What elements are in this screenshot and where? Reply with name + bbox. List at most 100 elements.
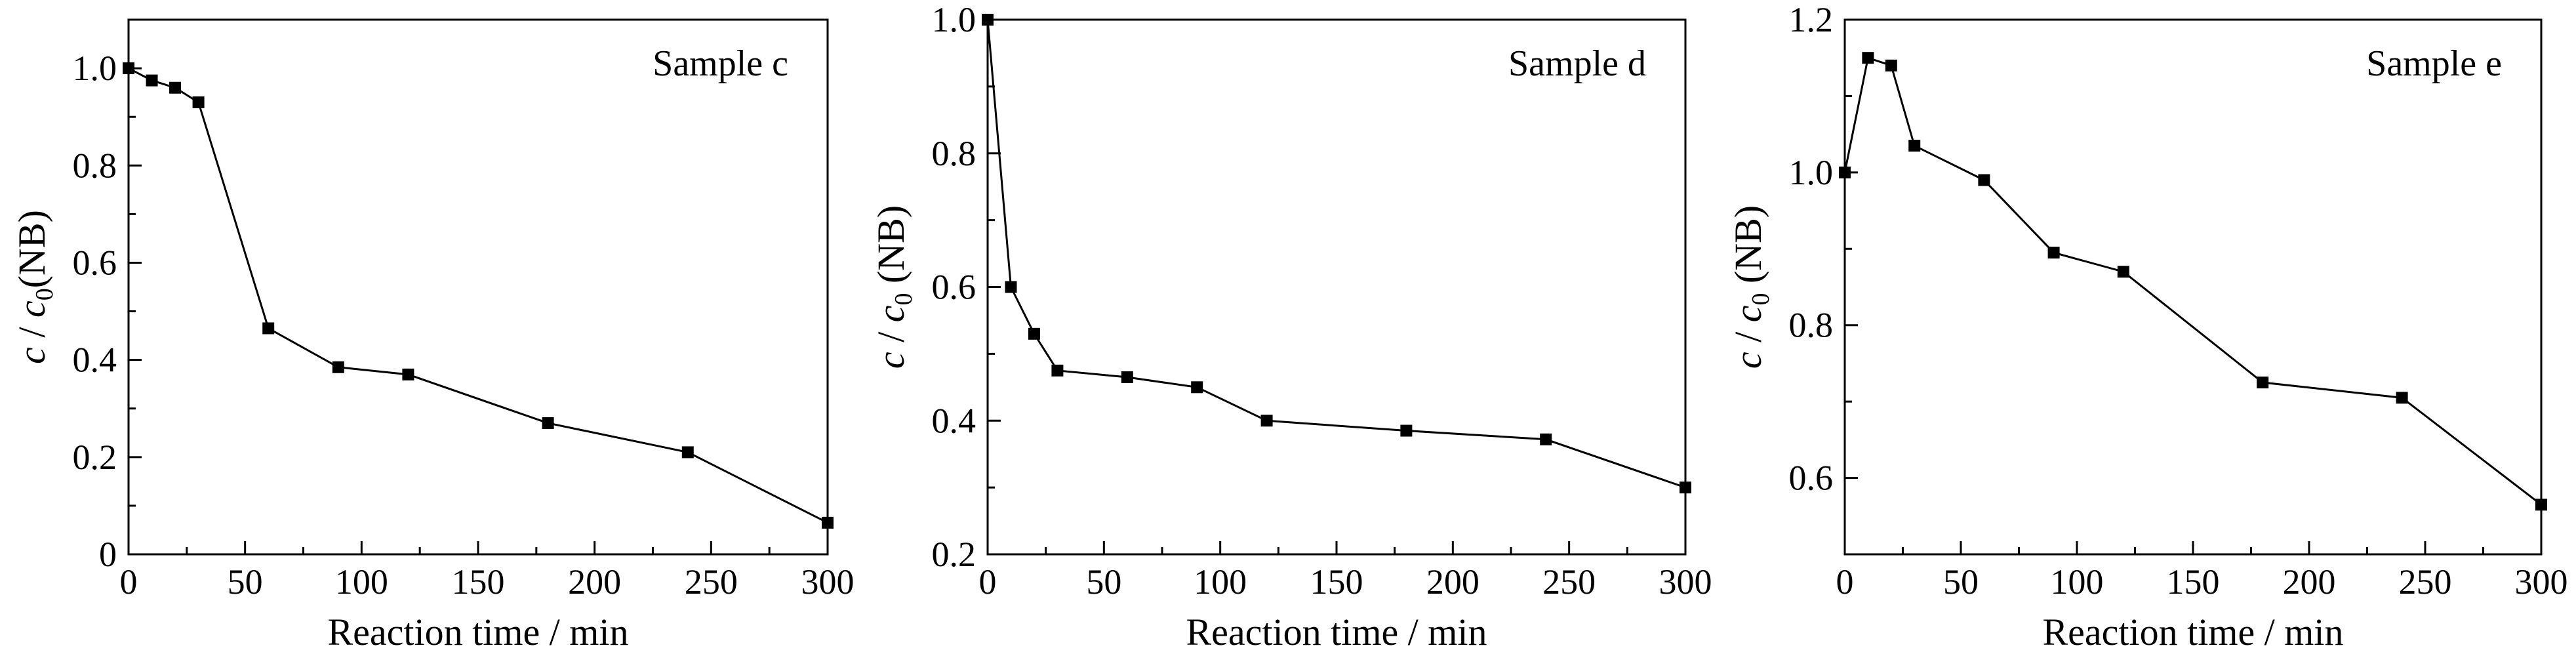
- y-axis-label-c: c: [10, 347, 53, 364]
- y-axis-label-slash: /: [10, 318, 53, 347]
- x-axis-label: Reaction time / min: [1186, 611, 1487, 653]
- x-tick-label: 200: [1426, 562, 1479, 602]
- y-axis-label-subscript: 0: [1747, 293, 1775, 306]
- x-tick-label: 300: [801, 562, 855, 602]
- y-tick-label: 1.0: [932, 0, 976, 39]
- y-tick-label: 0.4: [932, 401, 976, 440]
- data-point: [1862, 52, 1874, 64]
- y-axis-label-tail: (NB): [1727, 205, 1769, 293]
- series-line: [1843, 56, 2542, 506]
- x-tick-label: 300: [2515, 562, 2568, 602]
- y-axis-label: c / c0(NB): [10, 210, 58, 364]
- sample-annotation: Sample e: [2366, 43, 2502, 84]
- plot-frame: [986, 18, 1687, 556]
- data-point: [1839, 166, 1851, 178]
- data-point: [822, 516, 834, 529]
- x-tick-label: 250: [2399, 562, 2452, 602]
- plot-frame: [1843, 18, 2543, 556]
- x-tick-label: 200: [568, 562, 621, 602]
- sample-annotation: Sample c: [653, 43, 788, 84]
- x-tick-label: 50: [1943, 562, 1979, 602]
- y-axis-label: c / c0 (NB): [870, 205, 917, 369]
- x-tick-label: 100: [1194, 562, 1247, 602]
- data-point: [169, 81, 182, 94]
- y-axis-label-tail: (NB): [870, 205, 912, 293]
- x-tick-label: 0: [979, 562, 997, 602]
- data-point: [2117, 266, 2129, 278]
- data-point: [1051, 364, 1064, 377]
- y-axis-label-tail: (NB): [10, 210, 53, 288]
- x-tick-label: 150: [452, 562, 505, 602]
- data-point: [681, 446, 694, 459]
- y-tick-label: 1.0: [73, 49, 117, 88]
- chart-panel-2: 0 50 100 150 200 250 300 0.2 0.4 0.6 0.8 1.0 Reactio…: [870, 0, 1712, 653]
- x-tick-label: 0: [120, 562, 138, 602]
- y-tick-label: 0.8: [73, 146, 117, 185]
- x-tick-label: 250: [1542, 562, 1596, 602]
- data-point: [1978, 174, 1990, 186]
- chart-panel-1: 0 50 100 150 200 250 300 0 0.2 0.4 0.6 0.8 1.0 Reacti…: [10, 18, 855, 653]
- x-axis-label: Reaction time / min: [327, 611, 628, 653]
- data-point: [192, 96, 205, 108]
- data-point: [1885, 59, 1897, 72]
- y-axis-label-subscript: 0: [31, 288, 58, 300]
- x-tick-label: 300: [1659, 562, 1712, 602]
- x-tick-label: 150: [2167, 562, 2220, 602]
- data-point: [2396, 392, 2408, 404]
- x-tick-label: 200: [2283, 562, 2336, 602]
- series-line: [128, 67, 828, 524]
- y-tick-label: 0.8: [1789, 306, 1834, 345]
- y-axis-label-subscript: 0: [890, 293, 917, 306]
- y-axis-label-c: c: [1727, 352, 1769, 369]
- data-point: [1680, 482, 1691, 494]
- y-tick-label: 1.2: [1789, 0, 1834, 39]
- y-axis-label-c: c: [870, 352, 912, 369]
- x-tick-label: 100: [335, 562, 388, 602]
- x-tick-label: 50: [1086, 562, 1121, 602]
- data-point: [1908, 140, 1921, 152]
- data-point: [1400, 424, 1413, 437]
- y-tick-label: 0: [99, 535, 117, 574]
- x-tick-label: 100: [2051, 562, 2104, 602]
- data-point: [1260, 415, 1273, 427]
- data-point: [542, 417, 554, 429]
- y-axis-label-c0: c: [10, 300, 53, 318]
- data-point: [332, 361, 344, 373]
- y-tick-label: 1.0: [1789, 153, 1834, 192]
- y-tick-label: 0.2: [73, 438, 117, 477]
- y-axis-label: c / c0 (NB): [1727, 205, 1775, 369]
- x-tick-label: 150: [1310, 562, 1363, 602]
- data-point: [1121, 371, 1133, 384]
- y-tick-label: 0.6: [932, 268, 976, 307]
- data-point: [2047, 247, 2060, 259]
- data-point: [1028, 327, 1040, 340]
- y-axis-label-c0: c: [1727, 305, 1769, 322]
- data-point: [982, 14, 994, 26]
- y-tick-label: 0.6: [1789, 459, 1834, 498]
- plot-frame: [127, 18, 829, 556]
- y-tick-label: 0.4: [73, 340, 117, 380]
- y-axis-label-slash: /: [870, 322, 912, 352]
- data-point: [146, 74, 158, 87]
- data-point: [123, 62, 134, 75]
- data-point: [2535, 499, 2547, 511]
- series-line: [986, 19, 1686, 489]
- y-axis-label-c0: c: [870, 305, 912, 322]
- y-tick-label: 0.6: [73, 243, 117, 282]
- y-tick-label: 0.8: [932, 134, 976, 173]
- x-tick-label: 50: [228, 562, 263, 602]
- y-axis-label-slash: /: [1727, 322, 1769, 352]
- data-point: [262, 322, 275, 335]
- data-point: [2257, 377, 2269, 389]
- x-axis-label: Reaction time / min: [2042, 611, 2343, 653]
- y-tick-label: 0.2: [932, 535, 976, 574]
- data-point: [1540, 433, 1552, 445]
- x-tick-label: 0: [1836, 562, 1854, 602]
- data-point: [1191, 381, 1203, 394]
- data-point: [1005, 281, 1017, 293]
- x-tick-label: 250: [685, 562, 738, 602]
- chart-panel-3: 0 50 100 150 200 250 300 0.6 0.8 1.0 1.2 Reaction t…: [1727, 0, 2568, 653]
- data-point: [402, 368, 414, 380]
- sample-annotation: Sample d: [1508, 43, 1646, 84]
